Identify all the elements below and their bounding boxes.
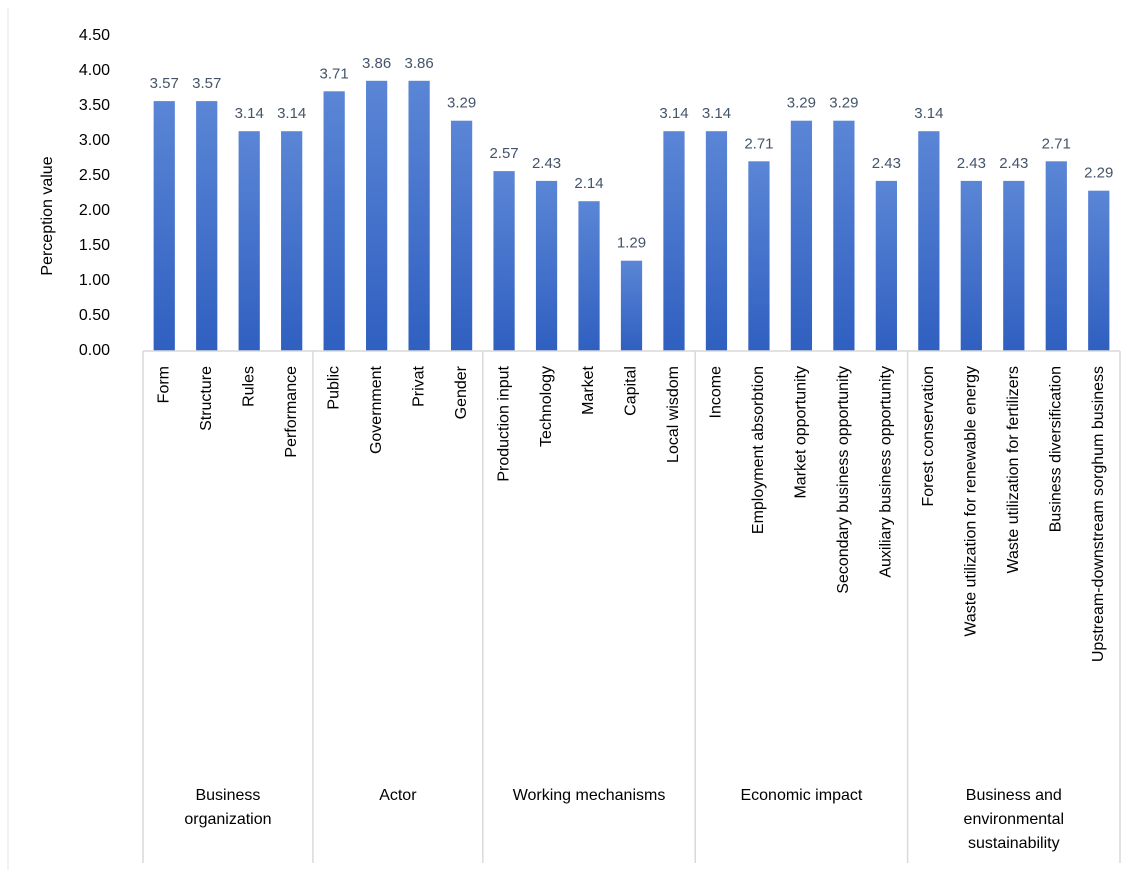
group-label: Business (195, 787, 260, 804)
bar (493, 171, 515, 351)
bar (960, 180, 982, 351)
data-label: 3.29 (787, 95, 816, 112)
group-label: Actor (379, 787, 417, 804)
data-label: 2.43 (999, 155, 1028, 172)
bar (790, 120, 813, 351)
y-tick-label: 0.00 (79, 342, 110, 359)
category-label: Gender (453, 365, 470, 419)
bars (153, 80, 1110, 352)
category-label: Waste utilization for renewable energy (963, 366, 980, 637)
data-label: 3.57 (150, 75, 179, 92)
bar (535, 180, 558, 351)
bar (578, 201, 600, 351)
data-label: 2.43 (532, 155, 561, 172)
data-label: 3.29 (829, 95, 858, 112)
bar (620, 260, 643, 351)
bar (281, 131, 303, 351)
data-label: 2.71 (1042, 135, 1071, 152)
category-label: Market (580, 365, 597, 414)
group-labels: Business organization Actor Working mechani… (184, 787, 1064, 852)
category-label: Income (708, 366, 725, 419)
category-label: Public (325, 366, 342, 410)
group-label: environmental (964, 811, 1065, 828)
category-label: Market opportunity (793, 366, 810, 499)
y-tick-label: 1.00 (79, 272, 110, 289)
category-label: Privat (410, 365, 427, 406)
category-label: Employment absorbtion (750, 366, 767, 534)
category-label: Upstream-downstream sorghum business (1090, 366, 1107, 662)
data-label: 3.14 (277, 105, 306, 122)
bar (153, 101, 175, 351)
data-label: 2.14 (574, 175, 603, 192)
group-label: Working mechanisms (513, 787, 666, 804)
data-label: 2.43 (872, 155, 901, 172)
data-labels: 3.57 3.57 3.14 3.14 3.71 3.86 3.86 3.29 2.57 2.43… (150, 55, 1114, 252)
category-label: Capital (623, 366, 640, 416)
y-tick-label: 1.50 (79, 237, 110, 254)
category-labels: Form Structure Rules Performance Public Gover… (155, 365, 1107, 662)
group-label: Economic impact (740, 787, 862, 804)
y-axis-label: Perception value (39, 156, 56, 275)
data-label: 3.14 (702, 105, 731, 122)
data-label: 3.29 (447, 95, 476, 112)
category-label: Rules (240, 366, 257, 407)
bar (408, 80, 430, 352)
category-label: Waste utilization for fertilizers (1005, 366, 1022, 573)
data-label: 2.71 (744, 135, 773, 152)
bar (833, 120, 855, 351)
category-label: Production input (495, 365, 512, 481)
bar (196, 101, 218, 351)
data-label: 2.43 (957, 155, 986, 172)
bar (663, 131, 685, 351)
data-label: 1.29 (617, 235, 646, 252)
category-label: Business diversification (1048, 366, 1065, 532)
category-label: Secondary business opportunity (835, 366, 852, 594)
bar (705, 131, 728, 351)
category-label: Forest conservation (920, 366, 937, 507)
y-tick-label: 0.50 (79, 307, 110, 324)
data-label: 3.14 (235, 105, 264, 122)
bar (748, 161, 770, 351)
category-label: Local wisdom (665, 366, 682, 463)
y-tick-label: 2.00 (79, 202, 110, 219)
bar (366, 80, 388, 352)
group-label: sustainability (968, 835, 1060, 852)
data-label: 2.29 (1084, 165, 1113, 182)
y-tick-label: 3.50 (79, 97, 110, 114)
group-label: Business and (966, 787, 1062, 804)
category-label: Structure (198, 366, 215, 431)
category-label: Performance (283, 366, 300, 458)
data-label: 3.14 (914, 105, 943, 122)
y-tick-label: 4.00 (79, 62, 110, 79)
bar (323, 91, 345, 352)
bar (238, 131, 260, 351)
bar (450, 120, 473, 351)
bar (918, 131, 940, 351)
y-tick-label: 3.00 (79, 132, 110, 149)
bar (875, 180, 897, 351)
group-label: organization (184, 811, 271, 828)
y-tick-label: 4.50 (79, 27, 110, 44)
category-label: Government (368, 365, 385, 454)
axis-lines (7, 8, 1121, 870)
category-label: Form (155, 366, 172, 403)
category-label: Technology (538, 366, 555, 447)
y-axis-ticks: 0.00 0.50 1.00 1.50 2.00 2.50 3.00 3.50 4.00 4.50 (79, 27, 110, 359)
category-label: Auxiliary business opportunity (878, 366, 895, 578)
data-label: 2.57 (489, 145, 518, 162)
data-label: 3.14 (659, 105, 688, 122)
bar (1045, 161, 1067, 351)
bar (1088, 190, 1110, 351)
data-label: 3.57 (192, 75, 221, 92)
data-label: 3.71 (320, 65, 349, 82)
y-tick-label: 2.50 (79, 167, 110, 184)
bar (1003, 180, 1025, 351)
data-label: 3.86 (405, 55, 434, 72)
data-label: 3.86 (362, 55, 391, 72)
